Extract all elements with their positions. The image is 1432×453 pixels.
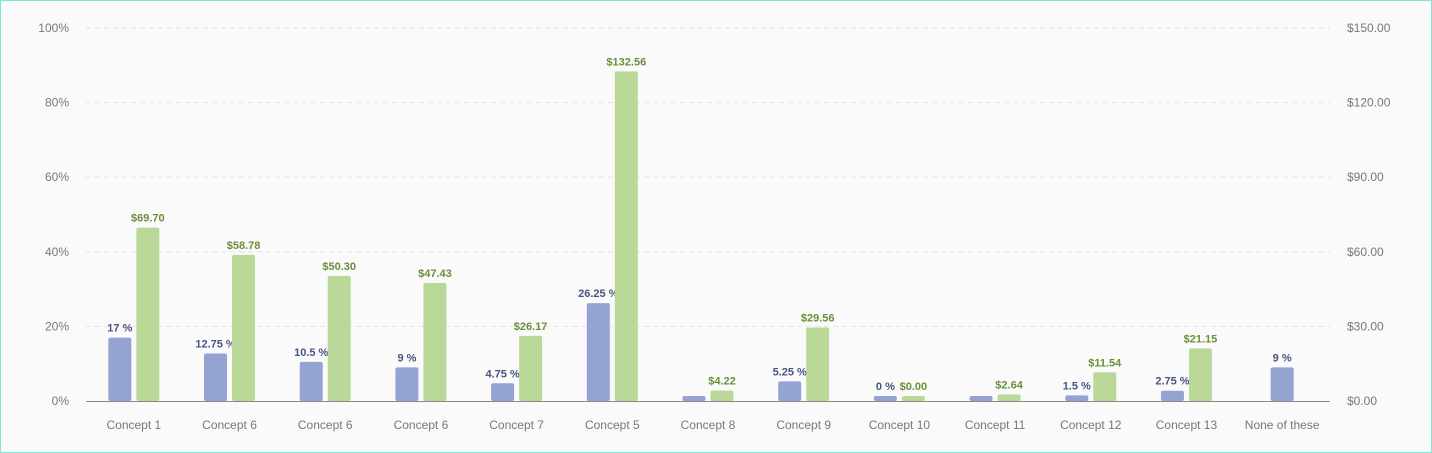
bar-value [901, 396, 925, 401]
y-axis-right-tick: $90.00 [1347, 170, 1384, 184]
x-axis-category-label: Concept 13 [1156, 418, 1218, 432]
bar-label-percentage: 4.75 % [485, 368, 519, 380]
bar-percentage [1160, 390, 1184, 401]
bar-percentage [873, 396, 897, 401]
bar-value [136, 227, 160, 401]
bar-percentage [204, 353, 228, 401]
bar-percentage [395, 367, 419, 401]
bar-value [1093, 372, 1117, 401]
y-axis-right-tick: $30.00 [1347, 319, 1384, 333]
bar-label-value: $50.30 [322, 261, 356, 273]
bar-label-value: $29.56 [801, 312, 835, 324]
x-axis-category-label: Concept 6 [394, 418, 449, 432]
x-axis-category-label: Concept 10 [869, 418, 931, 432]
x-axis-category-label: Concept 7 [489, 418, 544, 432]
y-axis-left-tick: 40% [45, 245, 69, 259]
bar-percentage [586, 303, 610, 401]
bar-label-percentage: 9 % [1273, 352, 1292, 364]
x-axis-category-label: Concept 1 [106, 418, 161, 432]
y-axis-right-tick: $120.00 [1347, 96, 1391, 110]
bar-value [710, 390, 734, 401]
bar-label-value: $26.17 [514, 321, 548, 333]
bar-value [232, 254, 256, 401]
bar-label-value: $0.00 [900, 381, 928, 393]
x-axis-category-label: Concept 9 [776, 418, 831, 432]
x-axis-category-label: None of these [1245, 418, 1320, 432]
bar-label-value: $69.70 [131, 213, 165, 225]
bar-label-percentage: 12.75 % [195, 338, 236, 350]
x-axis-category-label: Concept 5 [585, 418, 640, 432]
bar-label-percentage: 1.5 % [1063, 380, 1091, 392]
y-axis-right-tick: $0.00 [1347, 394, 1377, 408]
bar-label-value: $47.43 [418, 268, 452, 280]
bar-label-percentage: 9 % [397, 352, 416, 364]
bar-value [327, 275, 351, 401]
bar-value [423, 283, 447, 401]
x-axis-category-label: Concept 11 [965, 418, 1026, 432]
bar-label-percentage: 26.25 % [578, 288, 619, 300]
bar-label-value: $2.64 [995, 379, 1023, 391]
bar-label-percentage: 2.75 % [1155, 376, 1189, 388]
bar-label-percentage: 5.25 % [773, 366, 807, 378]
bar-label-percentage: 0 % [876, 381, 895, 393]
y-axis-left-tick: 80% [45, 96, 69, 110]
bar-percentage [969, 396, 993, 401]
bar-percentage [491, 383, 515, 401]
x-axis-category-label: Concept 12 [1060, 418, 1122, 432]
bar-label-value: $11.54 [1088, 357, 1122, 369]
bar-percentage [108, 337, 132, 401]
y-axis-left-tick: 100% [38, 21, 69, 35]
bar-label-value: $21.15 [1184, 333, 1218, 345]
bar-value [1188, 348, 1212, 401]
bar-value [614, 71, 638, 402]
y-axis-left-tick: 0% [52, 394, 70, 408]
bar-label-value: $132.56 [606, 56, 646, 68]
bar-percentage [299, 361, 323, 401]
bar-percentage [1270, 367, 1294, 401]
y-axis-left-tick: 60% [45, 170, 69, 184]
bar-value [806, 327, 830, 401]
x-axis-category-label: Concept 6 [298, 418, 353, 432]
y-axis-right-tick: $60.00 [1347, 245, 1384, 259]
bar-percentage [682, 396, 706, 401]
bar-label-percentage: 10.5 % [294, 347, 328, 359]
bar-label-value: $4.22 [708, 376, 736, 388]
bar-value [519, 335, 543, 401]
y-axis-left-tick: 20% [45, 319, 69, 333]
y-axis-right-tick: $150.00 [1347, 21, 1391, 35]
bar-label-value: $58.78 [227, 240, 261, 252]
bar-value [997, 394, 1021, 401]
x-axis-category-label: Concept 8 [681, 418, 736, 432]
bar-label-percentage: 17 % [107, 323, 132, 335]
x-axis-category-label: Concept 6 [202, 418, 257, 432]
bar-percentage [778, 381, 802, 401]
bar-percentage [1065, 395, 1089, 401]
